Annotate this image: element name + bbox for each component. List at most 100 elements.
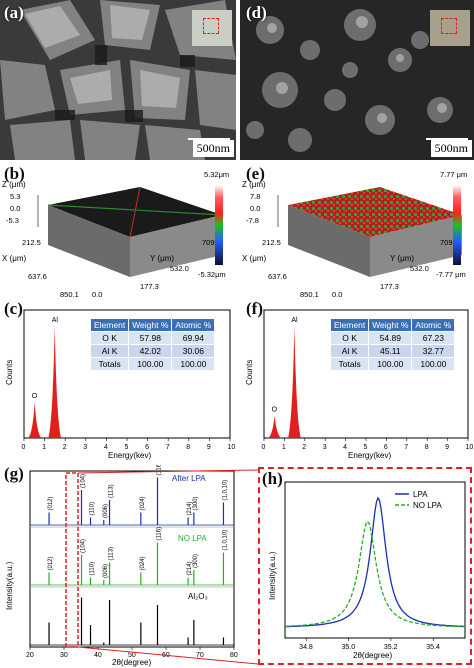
x-tick-label: 0 (22, 444, 26, 451)
x-tick-label: 30 (60, 652, 68, 659)
table-cell: Al K (329, 344, 370, 358)
z-tick: -7.8 (246, 216, 259, 225)
x-tick-label: 5 (125, 444, 129, 451)
sem-image-d: 500nm (240, 0, 474, 160)
z-tick: 0.0 (10, 204, 20, 213)
table-cell: 100.00 (411, 357, 456, 371)
scale-bar-line (188, 138, 230, 140)
table-row: Al K 45.11 32.77 (329, 344, 456, 358)
y-axis-label: Counts (5, 360, 14, 385)
color-scale-max: 5.32μm (204, 170, 229, 179)
x-tick-label: 5 (364, 444, 368, 451)
series-label-no-lpa: NO LPA (178, 534, 207, 543)
x-tick-label: 2 (302, 444, 306, 451)
z-tick: 0.0 (250, 204, 260, 213)
spectrum-peak (48, 326, 62, 438)
panel-label-c: (c) (4, 299, 23, 318)
selected-area-marker (441, 18, 457, 34)
peak-index-label: (104) (81, 474, 87, 488)
color-scale-bar (453, 185, 461, 265)
peak-index-label: (113) (109, 547, 115, 561)
x-tick: 850.1 (300, 290, 319, 299)
column-header: Atomic % (411, 318, 456, 332)
x-axis-label: X (μm) (2, 254, 26, 263)
x-axis-label: 2θ(degree) (353, 651, 392, 660)
x-tick-label: 40 (94, 652, 102, 659)
table-cell: 69.94 (171, 331, 216, 345)
surface-side-right (370, 215, 462, 277)
table-cell: 54.89 (368, 331, 413, 345)
column-header: Element (329, 318, 370, 332)
x-tick: 850.1 (60, 290, 79, 299)
table-row: Totals 100.00 100.00 (329, 357, 456, 371)
x-axis-label: Energy(kev) (108, 451, 151, 460)
table-cell: 100.00 (368, 357, 413, 371)
peak-index-label: (024) (140, 496, 146, 510)
plot-frame (29, 470, 235, 648)
x-tick-label: 6 (145, 444, 149, 451)
table-cell: 100.00 (171, 357, 216, 371)
z-axis-label: Z (μm) (242, 180, 266, 189)
x-tick-label: 3 (323, 444, 327, 451)
eds-spectrum-f: Counts Energy(kev) 0 1 2 3 4 5 6 7 8 9 10 O Al (245, 309, 473, 460)
sample-photo-inset-d (430, 10, 470, 46)
table-cell: 32.77 (411, 344, 456, 358)
color-scale-max: 7.77 μm (440, 170, 467, 179)
table-row: Al K 42.02 30.06 (89, 344, 216, 358)
sem-image-a: 500nm (0, 0, 236, 160)
legend-label-lpa: LPA (413, 490, 428, 499)
column-header: Weight % (128, 318, 173, 332)
panel-label-a: (a) (4, 3, 24, 22)
x-tick-label: 4 (343, 444, 347, 451)
x-tick-label: 20 (26, 652, 34, 659)
table-row: O K 54.89 67.23 (329, 331, 456, 345)
panel-label-g: (g) (4, 464, 24, 483)
x-tick-label: 10 (228, 444, 236, 451)
table-cell: O K (329, 331, 370, 345)
panel-label-e: (e) (246, 164, 265, 183)
table-header-row: Element Weight % Atomic % (329, 318, 456, 332)
peak-index-label: (012) (48, 496, 54, 510)
x-tick-label: 35.0 (342, 644, 356, 651)
series-label-reference: Al₂O₃ (188, 592, 208, 601)
table-cell: 100.00 (128, 357, 173, 371)
y-tick: 177.3 (140, 282, 159, 291)
surface-side-left (288, 205, 370, 277)
x-tick: 637.6 (28, 272, 47, 281)
peak-index-label: (116) (157, 527, 163, 541)
table-cell: 45.11 (368, 344, 413, 358)
peak-label: O (32, 393, 38, 400)
x-tick-label: 8 (425, 444, 429, 451)
table-row: Totals 100.00 100.00 (89, 357, 216, 371)
peak-label: Al (291, 317, 298, 324)
peak-label: Al (52, 317, 59, 324)
x-tick-label: 80 (230, 652, 238, 659)
peak-index-label: (300) (193, 496, 199, 510)
x-axis-label: Energy(kev) (348, 451, 391, 460)
peak-index-label: (024) (140, 556, 146, 570)
scale-bar-line (426, 138, 468, 140)
y-tick: 709.3 (440, 238, 459, 247)
panel-label-d: (d) (246, 3, 267, 22)
zoom-panel-frame (258, 467, 472, 665)
x-axis-label: X (μm) (242, 254, 266, 263)
spectrum-peak (268, 415, 282, 438)
table-cell: 67.23 (411, 331, 456, 345)
table-cell: Totals (329, 357, 370, 371)
plot-frame (284, 481, 466, 639)
x-tick-label: 1 (42, 444, 46, 451)
sample-photo-inset-a (192, 10, 232, 46)
table-cell: Totals (89, 357, 130, 371)
peak-index-label: (113) (109, 484, 115, 498)
x-tick-label: 3 (83, 444, 87, 451)
table-cell: O K (89, 331, 130, 345)
peak-index-label: (1,0,10) (222, 480, 228, 501)
scale-bar-label: 500nm (192, 140, 234, 157)
eds-composition-table-c: Element Weight % Atomic % O K 57.98 69.9… (89, 318, 216, 371)
series-label-after-lpa: After LPA (172, 474, 206, 483)
z-axis-label: Z (μm) (2, 180, 26, 189)
panel-label-h: (h) (262, 469, 283, 488)
x-tick: 212.5 (262, 238, 281, 247)
x-tick-label: 35.2 (384, 644, 398, 651)
xrd-zoom-series-line (284, 496, 466, 628)
